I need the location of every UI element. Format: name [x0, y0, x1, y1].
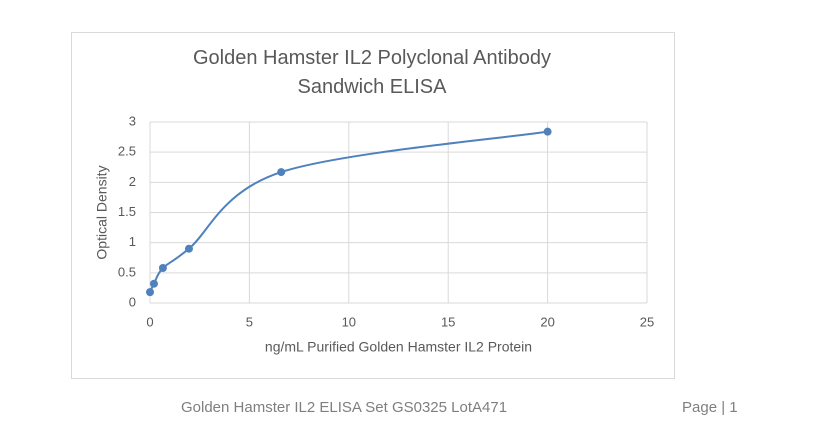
x-tick-label: 25: [640, 314, 654, 329]
chart-title: Golden Hamster IL2 Polyclonal Antibody S…: [193, 47, 551, 98]
y-tick-label: 3: [129, 113, 136, 128]
y-tick-label: 1.5: [118, 204, 136, 219]
y-tick-label: 2: [129, 174, 136, 189]
data-point: [158, 264, 167, 273]
y-tick-label: 0.5: [118, 264, 136, 279]
x-tick-label: 5: [246, 314, 253, 329]
y-axis-label: Optical Density: [94, 165, 110, 259]
data-point: [146, 288, 154, 297]
x-tick-label: 0: [146, 314, 153, 329]
chart-frame: [71, 32, 675, 379]
x-tick-label: 10: [342, 314, 356, 329]
data-point: [149, 279, 158, 288]
x-axis-label: ng/mL Purified Golden Hamster IL2 Protei…: [265, 339, 532, 355]
data-point: [543, 127, 552, 136]
y-tick-label: 0: [129, 294, 136, 309]
y-tick-label: 1: [129, 234, 136, 249]
data-point: [277, 168, 286, 177]
footer-text: Golden Hamster IL2 ELISA Set GS0325 LotA…: [181, 399, 508, 416]
data-point: [184, 244, 193, 253]
x-tick-label: 15: [441, 314, 455, 329]
y-tick-label: 2.5: [118, 144, 136, 159]
page-number: Page | 1: [682, 399, 738, 416]
x-tick-label: 20: [540, 314, 554, 329]
